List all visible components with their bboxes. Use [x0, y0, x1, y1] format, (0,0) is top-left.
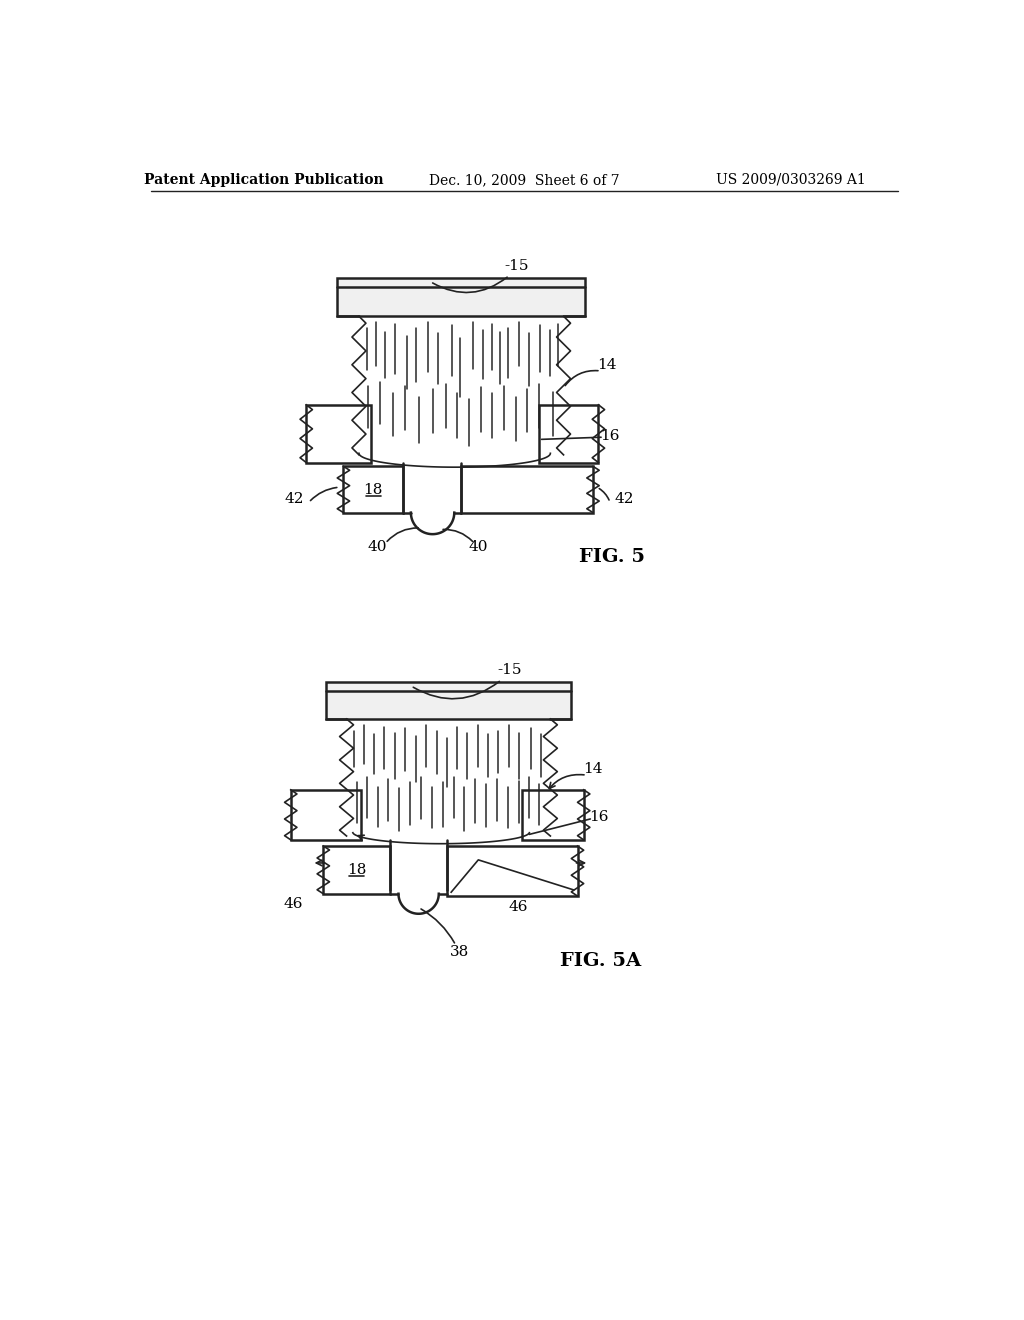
Bar [306, 405, 371, 462]
Text: 16: 16 [600, 429, 620, 442]
Bar [343, 466, 403, 512]
Text: 46: 46 [284, 896, 303, 911]
Text: 14: 14 [597, 358, 616, 372]
Text: FIG. 5A: FIG. 5A [560, 952, 641, 970]
Text: -15: -15 [497, 664, 521, 677]
Text: US 2009/0303269 A1: US 2009/0303269 A1 [716, 173, 865, 187]
Text: 18: 18 [347, 863, 367, 876]
Bar [324, 846, 390, 894]
Text: 42: 42 [614, 492, 634, 506]
Text: 16: 16 [590, 809, 609, 824]
Text: 42: 42 [285, 492, 304, 506]
Text: FIG. 5: FIG. 5 [580, 548, 645, 566]
Text: 40: 40 [368, 540, 387, 554]
Text: 14: 14 [584, 762, 603, 776]
Text: 46: 46 [508, 900, 527, 913]
Bar [291, 789, 360, 840]
Bar [539, 405, 598, 462]
Text: Dec. 10, 2009  Sheet 6 of 7: Dec. 10, 2009 Sheet 6 of 7 [429, 173, 621, 187]
Text: 40: 40 [469, 540, 488, 554]
Bar [461, 466, 593, 512]
Text: -15: -15 [505, 259, 529, 273]
Text: Patent Application Publication: Patent Application Publication [143, 173, 383, 187]
Bar [337, 277, 586, 317]
Bar [447, 846, 578, 896]
Bar [326, 682, 571, 719]
Bar [521, 789, 584, 840]
Text: 18: 18 [364, 483, 383, 496]
Text: 38: 38 [451, 945, 469, 958]
